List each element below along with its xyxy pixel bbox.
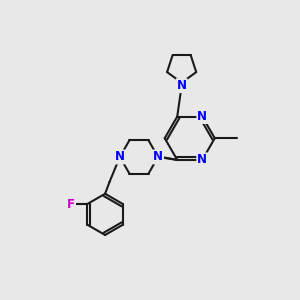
Text: N: N — [197, 110, 207, 123]
Text: N: N — [177, 79, 187, 92]
Text: N: N — [153, 151, 163, 164]
Text: N: N — [197, 153, 207, 167]
Text: F: F — [67, 198, 75, 211]
Text: N: N — [115, 151, 125, 164]
